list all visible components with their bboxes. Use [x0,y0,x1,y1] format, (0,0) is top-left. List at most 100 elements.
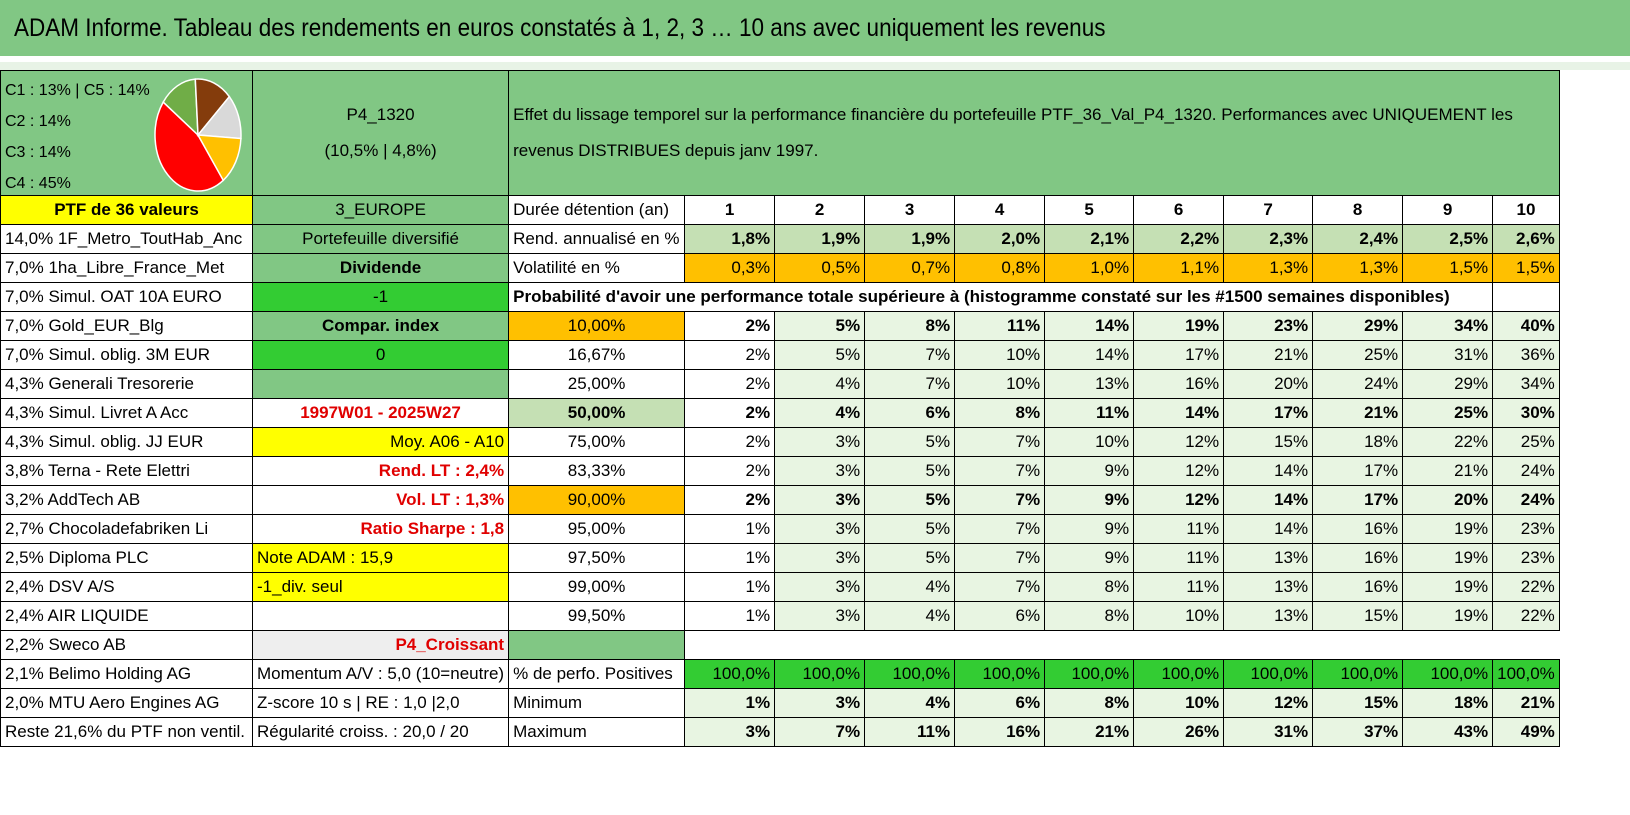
pos-value: 100,0% [1044,659,1135,689]
info-cell: P4_Croissant [251,630,510,660]
pie-slice-c4 [154,100,225,192]
rend-value: 1,9% [774,224,866,254]
info-cell [251,369,510,399]
pie-cell: C1 : 13% | C5 : 14% C2 : 14% C3 : 14% C4… [0,70,253,196]
prob-value: 7% [864,369,956,399]
prob-value: 2% [684,485,776,515]
vol-value: 1,3% [1312,253,1404,283]
prob-value: 36% [1492,340,1560,370]
vol-value: 1,0% [1044,253,1135,283]
pos-value: 100,0% [864,659,956,689]
max-value: 49% [1492,717,1560,747]
max-value: 3% [684,717,776,747]
title-bar: ADAM Informe. Tableau des rendements en … [0,0,1630,62]
prob-value: 5% [864,514,956,544]
max-value: 21% [1044,717,1135,747]
info-cell: Régularité croiss. : 20,0 / 20 [251,717,510,747]
min-value: 15% [1312,688,1404,718]
prob-value: 23% [1492,514,1560,544]
prob-value: 10% [1133,601,1225,631]
vol-value: 0,5% [774,253,866,283]
year-header: 6 [1133,195,1225,225]
rend-value: 2,0% [954,224,1046,254]
prob-value: 1% [684,514,776,544]
vol-value: 1,5% [1492,253,1560,283]
pos-label: % de perfo. Positives [508,659,686,689]
prob-threshold: 25,00% [508,369,686,399]
rend-value: 2,2% [1133,224,1225,254]
prob-value: 25% [1492,427,1560,457]
prob-value: 16% [1312,514,1404,544]
max-value: 26% [1133,717,1225,747]
prob-value: 14% [1223,514,1314,544]
prob-value: 12% [1133,427,1225,457]
max-label: Maximum [508,717,686,747]
prob-value: 22% [1402,427,1494,457]
info-cell: -1 [251,282,510,312]
holding-row-label: 4,3% Generali Tresorerie [0,369,253,399]
prob-value: 11% [1133,543,1225,573]
info-cell: -1_div. seul [251,572,510,602]
prob-value: 13% [1044,369,1135,399]
prob-value: 6% [954,601,1046,631]
prob-value: 7% [864,340,956,370]
prob-value: 24% [1492,456,1560,486]
prob-value: 7% [954,485,1046,515]
prob-value: 30% [1492,398,1560,428]
pos-value: 100,0% [774,659,866,689]
year-header: 7 [1223,195,1314,225]
vol-value: 0,8% [954,253,1046,283]
prob-value: 21% [1223,340,1314,370]
pos-value: 100,0% [1133,659,1225,689]
year-header: 5 [1044,195,1135,225]
rend-value: 2,6% [1492,224,1560,254]
min-value: 21% [1492,688,1560,718]
holding-row-label: 3,8% Terna - Rete Elettri [0,456,253,486]
portfolio-cell: P4_1320 (10,5% | 4,8%) [251,70,510,196]
pie-legend-item: C4 : 45% [5,175,71,192]
prob-value: 5% [864,543,956,573]
prob-threshold: 90,00% [508,485,686,515]
vol-label: Volatilité en % [508,253,686,283]
prob-value: 2% [684,311,776,341]
year-header: 2 [774,195,866,225]
info-cell: Dividende [251,253,510,283]
prob-value: 6% [864,398,956,428]
prob-value: 24% [1312,369,1404,399]
prob-value: 3% [774,456,866,486]
separator [0,62,1630,70]
prob-value: 8% [954,398,1046,428]
prob-value: 29% [1402,369,1494,399]
prob-value: 14% [1044,340,1135,370]
prob-value: 1% [684,572,776,602]
prob-value: 25% [1402,398,1494,428]
rend-label: Rend. annualisé en % [508,224,686,254]
prob-value: 13% [1223,572,1314,602]
vol-value: 0,3% [684,253,776,283]
holding-row-label: 7,0% Gold_EUR_Blg [0,311,253,341]
holding-row-label: 4,3% Simul. oblig. JJ EUR [0,427,253,457]
holding-row-label: Reste 21,6% du PTF non ventil. [0,717,253,747]
prob-threshold: 75,00% [508,427,686,457]
holding-row-label: 2,2% Sweco AB [0,630,253,660]
prob-value: 12% [1133,485,1225,515]
pie-legend: C1 : 13% | C5 : 14% C2 : 14% C3 : 14% C4… [5,75,150,195]
info-cell: 0 [251,340,510,370]
prob-value: 17% [1223,398,1314,428]
prob-value: 23% [1492,543,1560,573]
prob-threshold: 83,33% [508,456,686,486]
prob-title: Probabilité d'avoir une performance tota… [508,282,1494,312]
region-label: 3_EUROPE [251,195,510,225]
vol-value: 1,1% [1133,253,1225,283]
prob-value: 10% [1044,427,1135,457]
prob-value: 3% [774,514,866,544]
year-header: 8 [1312,195,1404,225]
prob-value: 9% [1044,485,1135,515]
prob-value: 4% [774,369,866,399]
page-title: ADAM Informe. Tableau des rendements en … [14,14,1106,42]
prob-value: 11% [1133,572,1225,602]
prob-value: 19% [1402,572,1494,602]
pos-value: 100,0% [1312,659,1404,689]
prob-value: 7% [954,572,1046,602]
prob-value: 10% [954,369,1046,399]
